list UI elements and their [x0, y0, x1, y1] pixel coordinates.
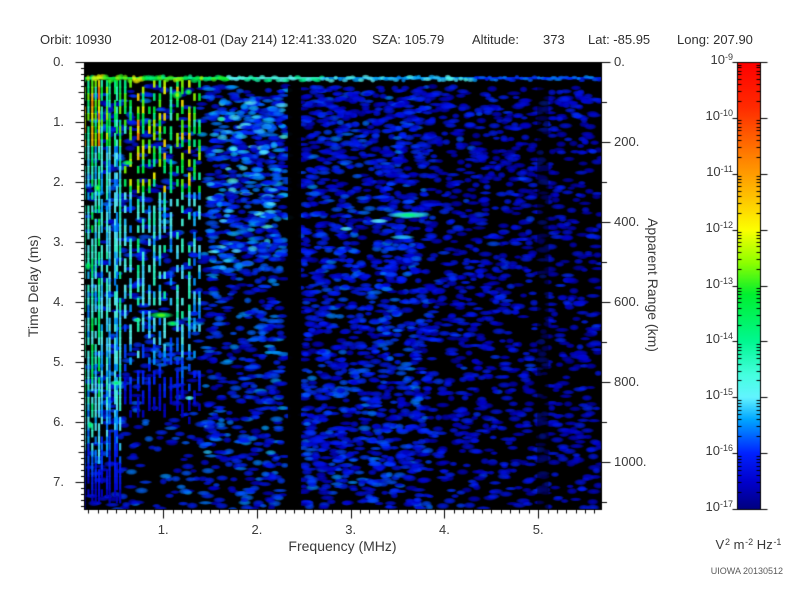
- y-axis-label-right: Apparent Range (km): [645, 217, 661, 352]
- y-tick-label: 4.: [53, 294, 64, 309]
- x-tick-label: 4.: [439, 522, 450, 537]
- altitude-label: Altitude:: [472, 32, 519, 47]
- colorbar-tick-label: 10-13: [705, 275, 733, 291]
- y-tick-label: 1.: [53, 114, 64, 129]
- x-tick-label: 2.: [251, 522, 263, 537]
- datetime-field: 2012-08-01 (Day 214) 12:41:33.020: [150, 32, 357, 47]
- y-tick-label: 6.: [53, 414, 64, 429]
- range-tick-label: 800.: [614, 374, 640, 389]
- y-tick-label: 0.: [53, 54, 64, 69]
- y-tick-label: 5.: [53, 354, 64, 369]
- colorbar-tick-label: 10-15: [705, 387, 733, 403]
- range-tick-label: 400.: [614, 214, 640, 229]
- long-field: Long: 207.90: [677, 32, 753, 47]
- orbit-field: Orbit: 10930: [40, 32, 112, 47]
- colorbar-tick-label: 10-14: [705, 331, 733, 347]
- x-tick-label: 5.: [532, 522, 544, 537]
- x-axis-label: Frequency (MHz): [288, 538, 397, 554]
- y-tick-label: 3.: [53, 234, 64, 249]
- y-tick-label: 2.: [53, 174, 64, 189]
- y-axis-label-left: Time Delay (ms): [25, 234, 41, 337]
- sza-field: SZA: 105.79: [372, 32, 445, 47]
- uiowa-credit: UIOWA 20130512: [710, 566, 783, 576]
- altitude-value: 373: [543, 32, 565, 47]
- colorbar-units-label: V 2 m -2 Hz -1: [715, 537, 782, 552]
- colorbar-tick-label: 10-17: [705, 499, 733, 514]
- colorbar-tick-label: 10-11: [706, 163, 733, 179]
- lat-field: Lat: -85.95: [588, 32, 651, 47]
- colorbar-tick-label: 10-9: [710, 52, 733, 67]
- x-tick-label: 1.: [157, 522, 169, 537]
- range-tick-label: 200.: [614, 134, 640, 149]
- range-tick-label: 0.: [614, 54, 625, 69]
- colorbar-tick-label: 10-16: [705, 443, 733, 459]
- y-tick-label: 7.: [53, 474, 64, 489]
- colorbar-tick-label: 10-10: [705, 107, 733, 123]
- range-tick-label: 1000.: [614, 454, 647, 469]
- colorbar-tick-label: 10-12: [705, 219, 733, 235]
- x-tick-label: 3.: [345, 522, 357, 537]
- range-tick-label: 600.: [614, 294, 640, 309]
